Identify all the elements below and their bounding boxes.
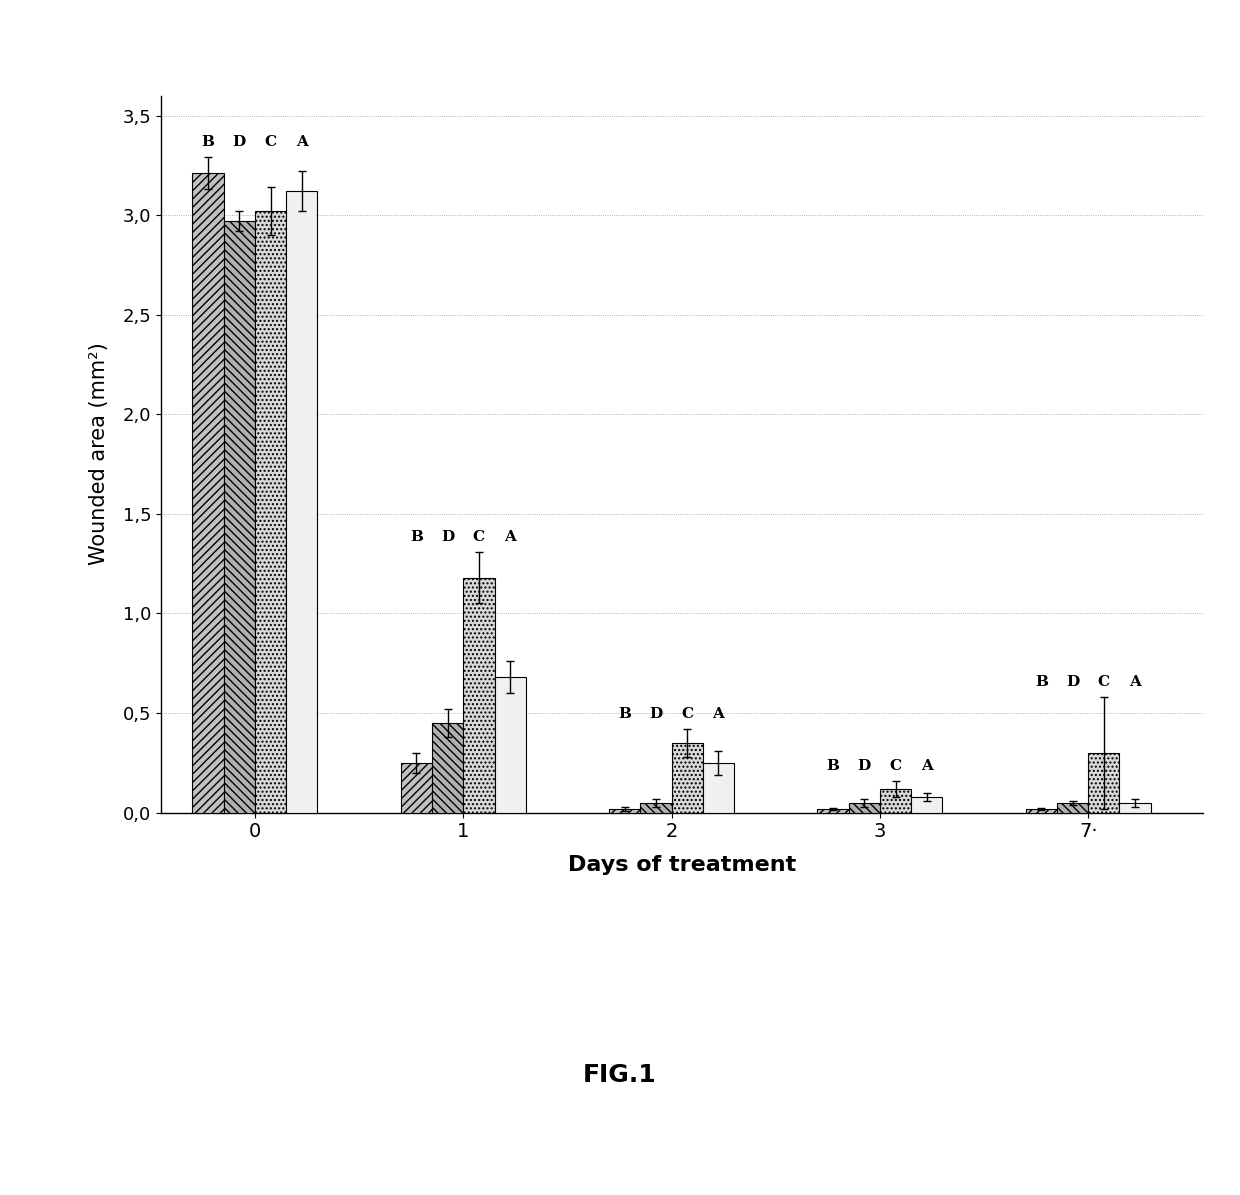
- Bar: [464, 577, 495, 813]
- Bar: [640, 803, 672, 813]
- Text: D: D: [441, 529, 454, 544]
- Bar: [223, 221, 255, 813]
- Bar: [703, 762, 734, 813]
- Text: C: C: [472, 529, 485, 544]
- Text: A: A: [505, 529, 516, 544]
- Bar: [192, 173, 223, 813]
- Bar: [848, 803, 880, 813]
- Bar: [1025, 809, 1056, 813]
- Bar: [286, 191, 317, 813]
- Text: D: D: [1066, 675, 1079, 690]
- Bar: [672, 743, 703, 813]
- Bar: [911, 797, 942, 813]
- Text: A: A: [921, 759, 932, 773]
- Text: B: B: [1035, 675, 1048, 690]
- Text: D: D: [233, 135, 246, 149]
- Bar: [401, 762, 432, 813]
- Text: C: C: [264, 135, 277, 149]
- Y-axis label: Wounded area (mm²): Wounded area (mm²): [89, 343, 109, 565]
- Bar: [609, 809, 640, 813]
- Text: C: C: [1097, 675, 1110, 690]
- Bar: [255, 212, 286, 813]
- Text: A: A: [713, 707, 724, 721]
- Text: D: D: [858, 759, 870, 773]
- Text: D: D: [650, 707, 662, 721]
- Bar: [880, 789, 911, 813]
- Text: A: A: [296, 135, 308, 149]
- Bar: [1089, 753, 1120, 813]
- Text: FIG.1: FIG.1: [583, 1064, 657, 1087]
- Text: B: B: [202, 135, 215, 149]
- Text: C: C: [681, 707, 693, 721]
- Text: B: B: [827, 759, 839, 773]
- Bar: [1056, 803, 1089, 813]
- Bar: [432, 723, 464, 813]
- Text: C: C: [889, 759, 901, 773]
- Text: A: A: [1130, 675, 1141, 690]
- Text: B: B: [410, 529, 423, 544]
- X-axis label: Days of treatment: Days of treatment: [568, 856, 796, 875]
- Bar: [1120, 803, 1151, 813]
- Bar: [495, 678, 526, 813]
- Bar: [817, 809, 848, 813]
- Text: B: B: [619, 707, 631, 721]
